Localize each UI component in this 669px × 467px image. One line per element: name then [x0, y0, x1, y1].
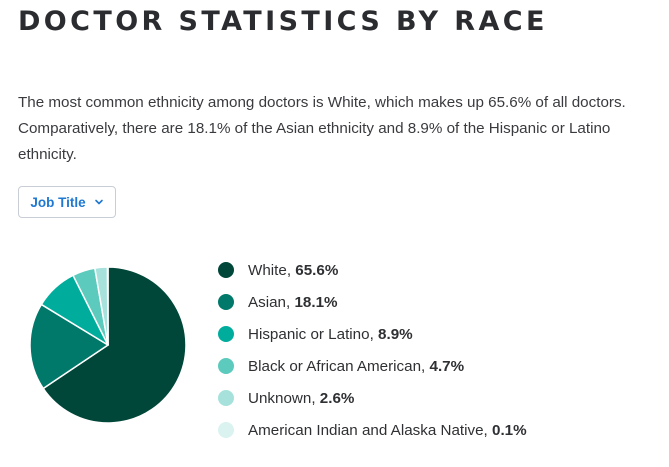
legend-swatch	[218, 294, 234, 310]
legend-value: 2.6%	[319, 389, 355, 407]
legend-value: 18.1%	[294, 293, 338, 311]
legend-item: Unknown, 2.6%	[218, 382, 527, 414]
legend-separator: ,	[311, 389, 320, 407]
legend-swatch	[218, 422, 234, 438]
legend-value: 65.6%	[295, 261, 339, 279]
intro-paragraph: The most common ethnicity among doctors …	[18, 94, 626, 163]
legend-item: White, 65.6%	[218, 254, 527, 286]
legend-label: Hispanic or Latino	[248, 325, 370, 343]
legend-item: Hispanic or Latino, 8.9%	[218, 318, 527, 350]
legend-label: Unknown	[248, 389, 312, 407]
legend-value: 4.7%	[429, 357, 465, 375]
legend-label: White	[248, 261, 287, 279]
legend-label: Asian	[248, 293, 286, 311]
page-title: DOCTOR STATISTICS BY RACE	[18, 6, 548, 37]
legend-swatch	[218, 358, 234, 374]
legend-value: 8.9%	[378, 325, 413, 343]
legend-swatch	[218, 326, 234, 342]
pie-slice-asian[interactable]	[29, 303, 109, 390]
pie-slice-white[interactable]	[42, 266, 187, 424]
legend-separator: ,	[421, 357, 430, 375]
legend-item: Asian, 18.1%	[218, 286, 527, 318]
legend-label: American Indian and Alaska Native	[248, 421, 484, 439]
legend-separator: ,	[286, 293, 295, 311]
chart-legend: White, 65.6% Asian, 18.1% Hispanic or Lati…	[218, 254, 527, 446]
legend-separator: ,	[286, 261, 296, 279]
legend-value: 0.1%	[492, 421, 527, 439]
legend-swatch	[218, 262, 234, 278]
job-title-dropdown[interactable]: Job Title	[18, 186, 116, 218]
legend-separator: ,	[369, 325, 379, 343]
legend-item: American Indian and Alaska Native, 0.1%	[218, 414, 527, 446]
pie-svg	[29, 266, 187, 424]
legend-item: Black or African American, 4.7%	[218, 350, 527, 382]
chevron-down-icon	[94, 199, 103, 205]
legend-label: Black or African American	[248, 357, 422, 375]
legend-swatch	[218, 390, 234, 406]
race-pie-chart	[27, 264, 189, 426]
legend-separator: ,	[483, 421, 492, 439]
job-title-dropdown-label: Job Title	[30, 194, 86, 210]
